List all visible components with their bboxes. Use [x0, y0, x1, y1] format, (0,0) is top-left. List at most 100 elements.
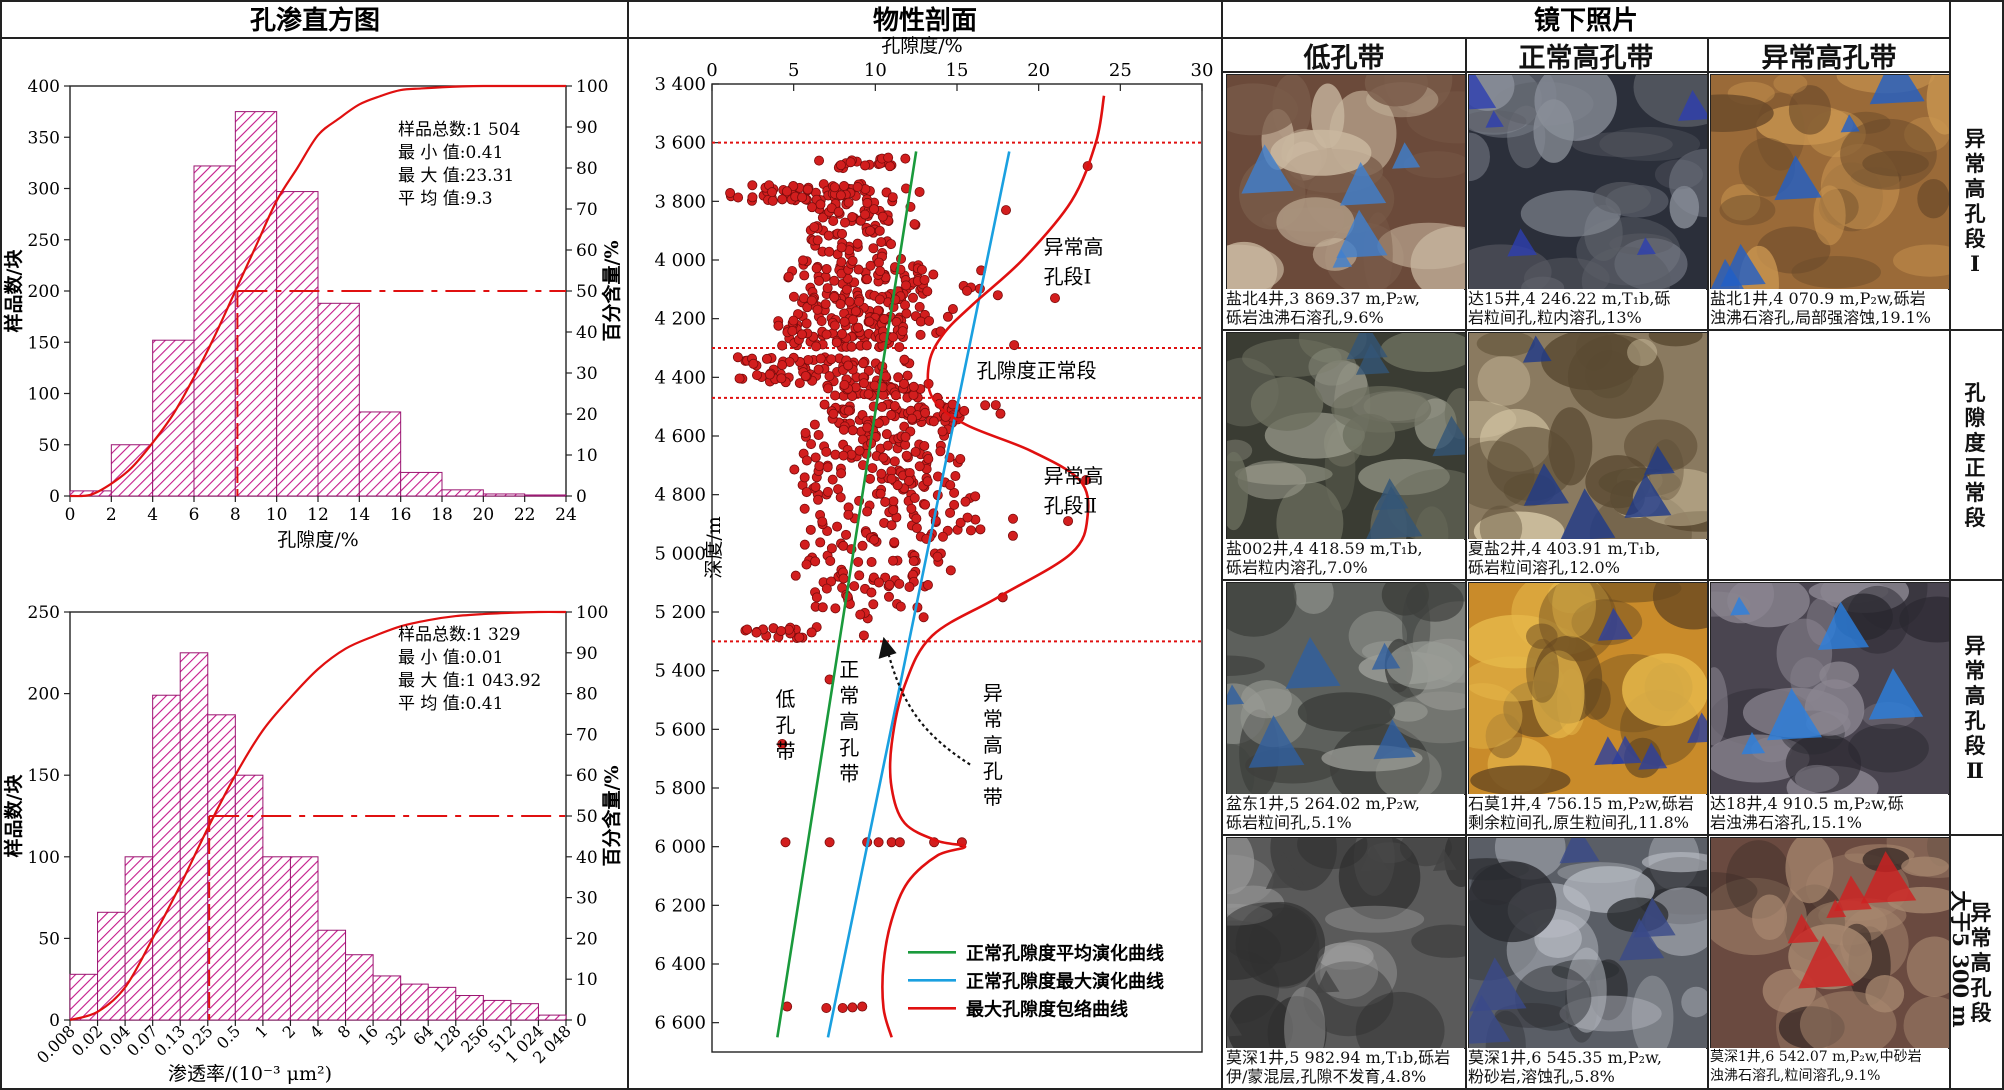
data-point — [886, 410, 897, 421]
mineral-grain — [1648, 333, 1703, 347]
data-point — [751, 370, 762, 381]
histogram-bar — [207, 714, 236, 1021]
data-point — [823, 230, 834, 241]
y2-tick-label: 30 — [576, 364, 598, 384]
mineral-grain — [1241, 680, 1292, 719]
pore-space — [1597, 607, 1633, 641]
data-point — [799, 270, 810, 281]
data-point — [813, 364, 824, 375]
data-point — [747, 180, 758, 191]
zone-label: 孔 — [839, 736, 859, 760]
row-label-char: 常 — [1964, 480, 1986, 505]
x-tick-label: 2 — [106, 505, 117, 525]
data-point — [995, 408, 1006, 419]
data-point — [922, 476, 933, 487]
data-point — [928, 269, 939, 280]
data-point — [970, 491, 981, 502]
data-point — [787, 326, 798, 337]
histogram-bar — [152, 339, 195, 497]
y-tick-label: 4 200 — [654, 309, 706, 330]
mineral-grain — [1525, 623, 1558, 649]
mineral-grain — [1476, 333, 1535, 357]
pore-space — [1624, 473, 1672, 518]
y-axis-label: 样品数/块 — [2, 249, 25, 333]
data-point — [838, 450, 849, 461]
data-point — [903, 475, 914, 486]
data-point — [990, 400, 1001, 411]
data-point — [811, 341, 822, 352]
porosity-profile-chart: 0 5 10 15 20 25 30 孔隙度/% 3 400 3 600 3 800 4 000 4 2… — [654, 35, 1213, 1053]
y2-tick-label: 90 — [576, 644, 598, 664]
pore-space — [1560, 488, 1616, 539]
mineral-grain — [1479, 505, 1523, 539]
data-point — [783, 271, 794, 282]
mineral-grain — [1227, 655, 1265, 676]
x-tick-label: 4 — [147, 505, 158, 525]
histogram-bar — [482, 493, 526, 497]
series-curve — [776, 151, 918, 1038]
data-point — [839, 181, 850, 192]
data-point — [844, 296, 855, 307]
data-point — [742, 624, 753, 635]
data-point — [882, 440, 893, 451]
y2-tick-label: 20 — [576, 405, 598, 425]
data-point — [935, 446, 946, 457]
zone-label: 异 — [983, 681, 1003, 705]
x-tick-label: 16 — [354, 1021, 382, 1049]
data-point — [900, 153, 911, 164]
x-tick-label: 32 — [382, 1021, 410, 1049]
data-point — [928, 416, 939, 427]
data-point — [843, 509, 854, 520]
data-point — [789, 464, 800, 475]
data-point — [904, 581, 915, 592]
pore-space — [1432, 415, 1465, 457]
zone-label: 常 — [839, 684, 859, 708]
data-point — [945, 507, 956, 518]
micrograph-texture — [1469, 333, 1707, 539]
data-point — [886, 473, 897, 484]
y2-tick-label: 70 — [576, 200, 598, 220]
data-point — [812, 304, 823, 315]
data-point — [838, 573, 849, 584]
x-tick-label: 6 — [189, 505, 200, 525]
mineral-grain — [1469, 861, 1557, 943]
mineral-grain — [1572, 132, 1673, 157]
pore-space — [1787, 913, 1819, 944]
data-point — [910, 446, 921, 457]
y-tick-label: 6 600 — [654, 1013, 706, 1034]
data-point — [863, 389, 874, 400]
caption-line: 莫深1井,6 542.07 m,P₂w,中砂岩 — [1710, 1049, 1922, 1065]
x-axis-label: 孔隙度/% — [277, 529, 358, 551]
data-point — [822, 283, 833, 294]
data-point — [751, 627, 762, 638]
data-point — [845, 157, 856, 168]
row-label-char: 高 — [1970, 949, 1992, 975]
micrograph-image — [1468, 582, 1708, 795]
caption-line: 达18井,4 910.5 m,P₂w,砾 — [1710, 794, 1904, 813]
mineral-grain — [1727, 583, 1810, 628]
histogram-bar — [234, 774, 264, 1021]
zone-label: 异常高 — [1044, 464, 1104, 488]
data-point — [945, 565, 956, 576]
caption-line: 砾岩粒内溶孔,7.0% — [1226, 558, 1368, 577]
data-point — [860, 160, 871, 171]
stats-line: 最 小 值:0.01 — [398, 648, 503, 668]
data-point — [767, 195, 778, 206]
micrograph-caption: 盐002井,4 418.59 m,T₁b, 砾岩粒内溶孔,7.0% — [1226, 539, 1464, 578]
micrograph-texture — [1469, 75, 1707, 289]
data-point — [799, 539, 810, 550]
caption-line: 夏盐2井,4 403.91 m,T₁b, — [1468, 539, 1661, 558]
mineral-grain — [1641, 851, 1707, 873]
y-tick-label: 250 — [28, 231, 60, 251]
data-point — [900, 431, 911, 442]
micrograph-image — [1710, 837, 1950, 1049]
zone-label: 带 — [983, 785, 1003, 809]
y-tick-label: 5 600 — [654, 719, 706, 740]
data-point — [825, 555, 836, 566]
histogram-bar — [345, 954, 374, 1021]
y2-tick-label: 80 — [576, 685, 598, 705]
y-tick-label: 200 — [28, 685, 60, 705]
histogram-bar — [537, 1014, 567, 1021]
data-point — [821, 329, 832, 340]
data-point — [863, 365, 874, 376]
